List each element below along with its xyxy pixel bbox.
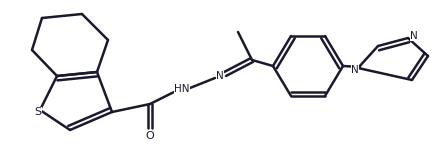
Text: N: N: [410, 31, 418, 41]
Text: N: N: [216, 71, 224, 81]
Text: S: S: [34, 107, 41, 117]
Text: N: N: [351, 65, 359, 75]
Text: O: O: [146, 131, 154, 141]
Text: HN: HN: [174, 84, 190, 94]
